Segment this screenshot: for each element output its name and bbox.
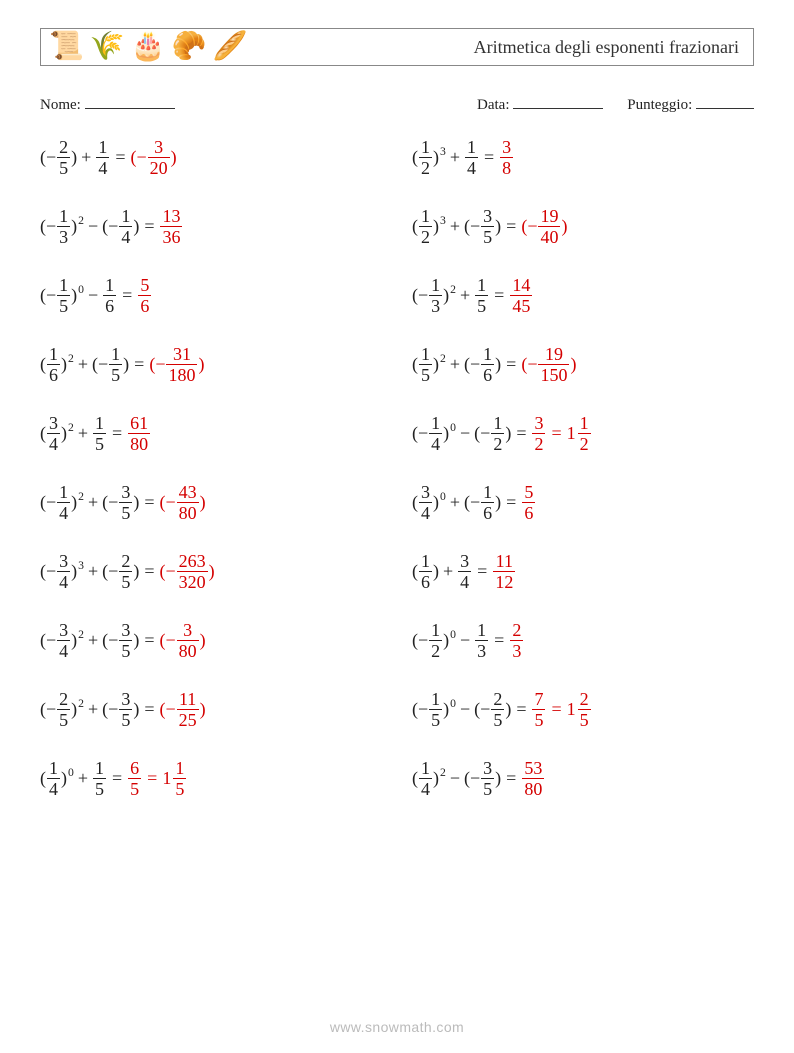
problem: (−13)2−(−14)=1336 (40, 207, 382, 246)
problem: (12)3+(−35)=(−1940) (412, 207, 754, 246)
problem: (−13)2+15=1445 (412, 276, 754, 315)
problem: (−25)2+(−35)=(−1125) (40, 690, 382, 729)
problem: (−34)3+(−25)=(−263320) (40, 552, 382, 591)
score-label: Punteggio: (627, 97, 692, 113)
problem: (34)2+15=6180 (40, 414, 382, 453)
problem: (−14)0−(−12)=32 = 112 (412, 414, 754, 453)
name-field: Nome: (40, 94, 477, 114)
date-blank (513, 94, 603, 109)
header-icon: 📜 (49, 33, 84, 61)
header-icon: 🌾 (90, 33, 125, 61)
date-label: Data: (477, 97, 509, 113)
header-icon: 🎂 (131, 33, 166, 61)
score-field: Punteggio: (627, 94, 754, 114)
date-field: Data: (477, 94, 603, 114)
meta-row: Nome: Data: Punteggio: (40, 94, 754, 114)
header-icon: 🥖 (213, 33, 248, 61)
problem: (−14)2+(−35)=(−4380) (40, 483, 382, 522)
problem: (−12)0−13=23 (412, 621, 754, 660)
problem: (14)2−(−35)=5380 (412, 759, 754, 798)
worksheet-title: Aritmetica degli esponenti frazionari (474, 37, 739, 58)
score-blank (696, 94, 754, 109)
problem: (−25)+14=(−320) (40, 138, 382, 177)
header: 📜🌾🎂🥐🥖 Aritmetica degli esponenti frazion… (40, 28, 754, 66)
worksheet-page: 📜🌾🎂🥐🥖 Aritmetica degli esponenti frazion… (0, 0, 794, 1053)
name-label: Nome: (40, 97, 81, 113)
name-blank (85, 94, 175, 109)
problem: (12)3+14=38 (412, 138, 754, 177)
footer-watermark: www.snowmath.com (0, 1019, 794, 1035)
header-icons: 📜🌾🎂🥐🥖 (49, 33, 247, 61)
problem: (−15)0−(−25)=75 = 125 (412, 690, 754, 729)
problem: (34)0+(−16)=56 (412, 483, 754, 522)
problem: (−15)0−16=56 (40, 276, 382, 315)
problem: (16)+34=1112 (412, 552, 754, 591)
header-icon: 🥐 (172, 33, 207, 61)
problem: (−34)2+(−35)=(−380) (40, 621, 382, 660)
problems-grid: (−25)+14=(−320) (12)3+14=38 (−13)2−(−14)=1… (40, 138, 754, 798)
problem: (14)0+15=65 = 115 (40, 759, 382, 798)
problem: (15)2+(−16)=(−19150) (412, 345, 754, 384)
problem: (16)2+(−15)=(−31180) (40, 345, 382, 384)
